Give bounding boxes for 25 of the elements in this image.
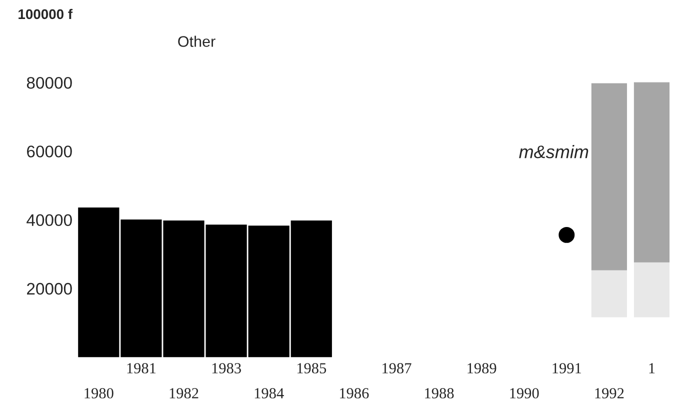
x-tick-label: 1984	[254, 388, 284, 398]
x-tick-label: 1985	[297, 363, 326, 374]
x-tick-label: 1991	[552, 363, 582, 374]
y-tick-label: 100000 f	[18, 8, 73, 20]
x-tick-label: 1988	[425, 388, 454, 398]
x-tick-label: 1982	[170, 388, 198, 398]
x-tick-label: 1983	[212, 363, 241, 374]
y-tick-label: 20000	[27, 282, 72, 295]
y-tick-label: 60000	[27, 146, 72, 158]
x-tick-label: 1	[649, 363, 655, 374]
x-tick-label: 1989	[468, 363, 496, 374]
bar	[591, 270, 627, 318]
y-tick-label: 80000	[26, 76, 72, 89]
x-tick-label: 1986	[340, 388, 369, 398]
text: Other	[178, 36, 216, 47]
annotation: m&smim	[519, 144, 588, 158]
bar	[634, 262, 670, 318]
bar	[634, 82, 670, 262]
y-tick-label: 40000	[26, 214, 72, 226]
x-tick-label: 1987	[382, 363, 412, 374]
x-tick-label: 1992	[595, 388, 624, 398]
x-tick-label: 1990	[510, 388, 539, 398]
x-tick-label: 1981	[127, 363, 156, 374]
bar	[591, 83, 627, 270]
x-tick-label: 1980	[84, 388, 114, 398]
